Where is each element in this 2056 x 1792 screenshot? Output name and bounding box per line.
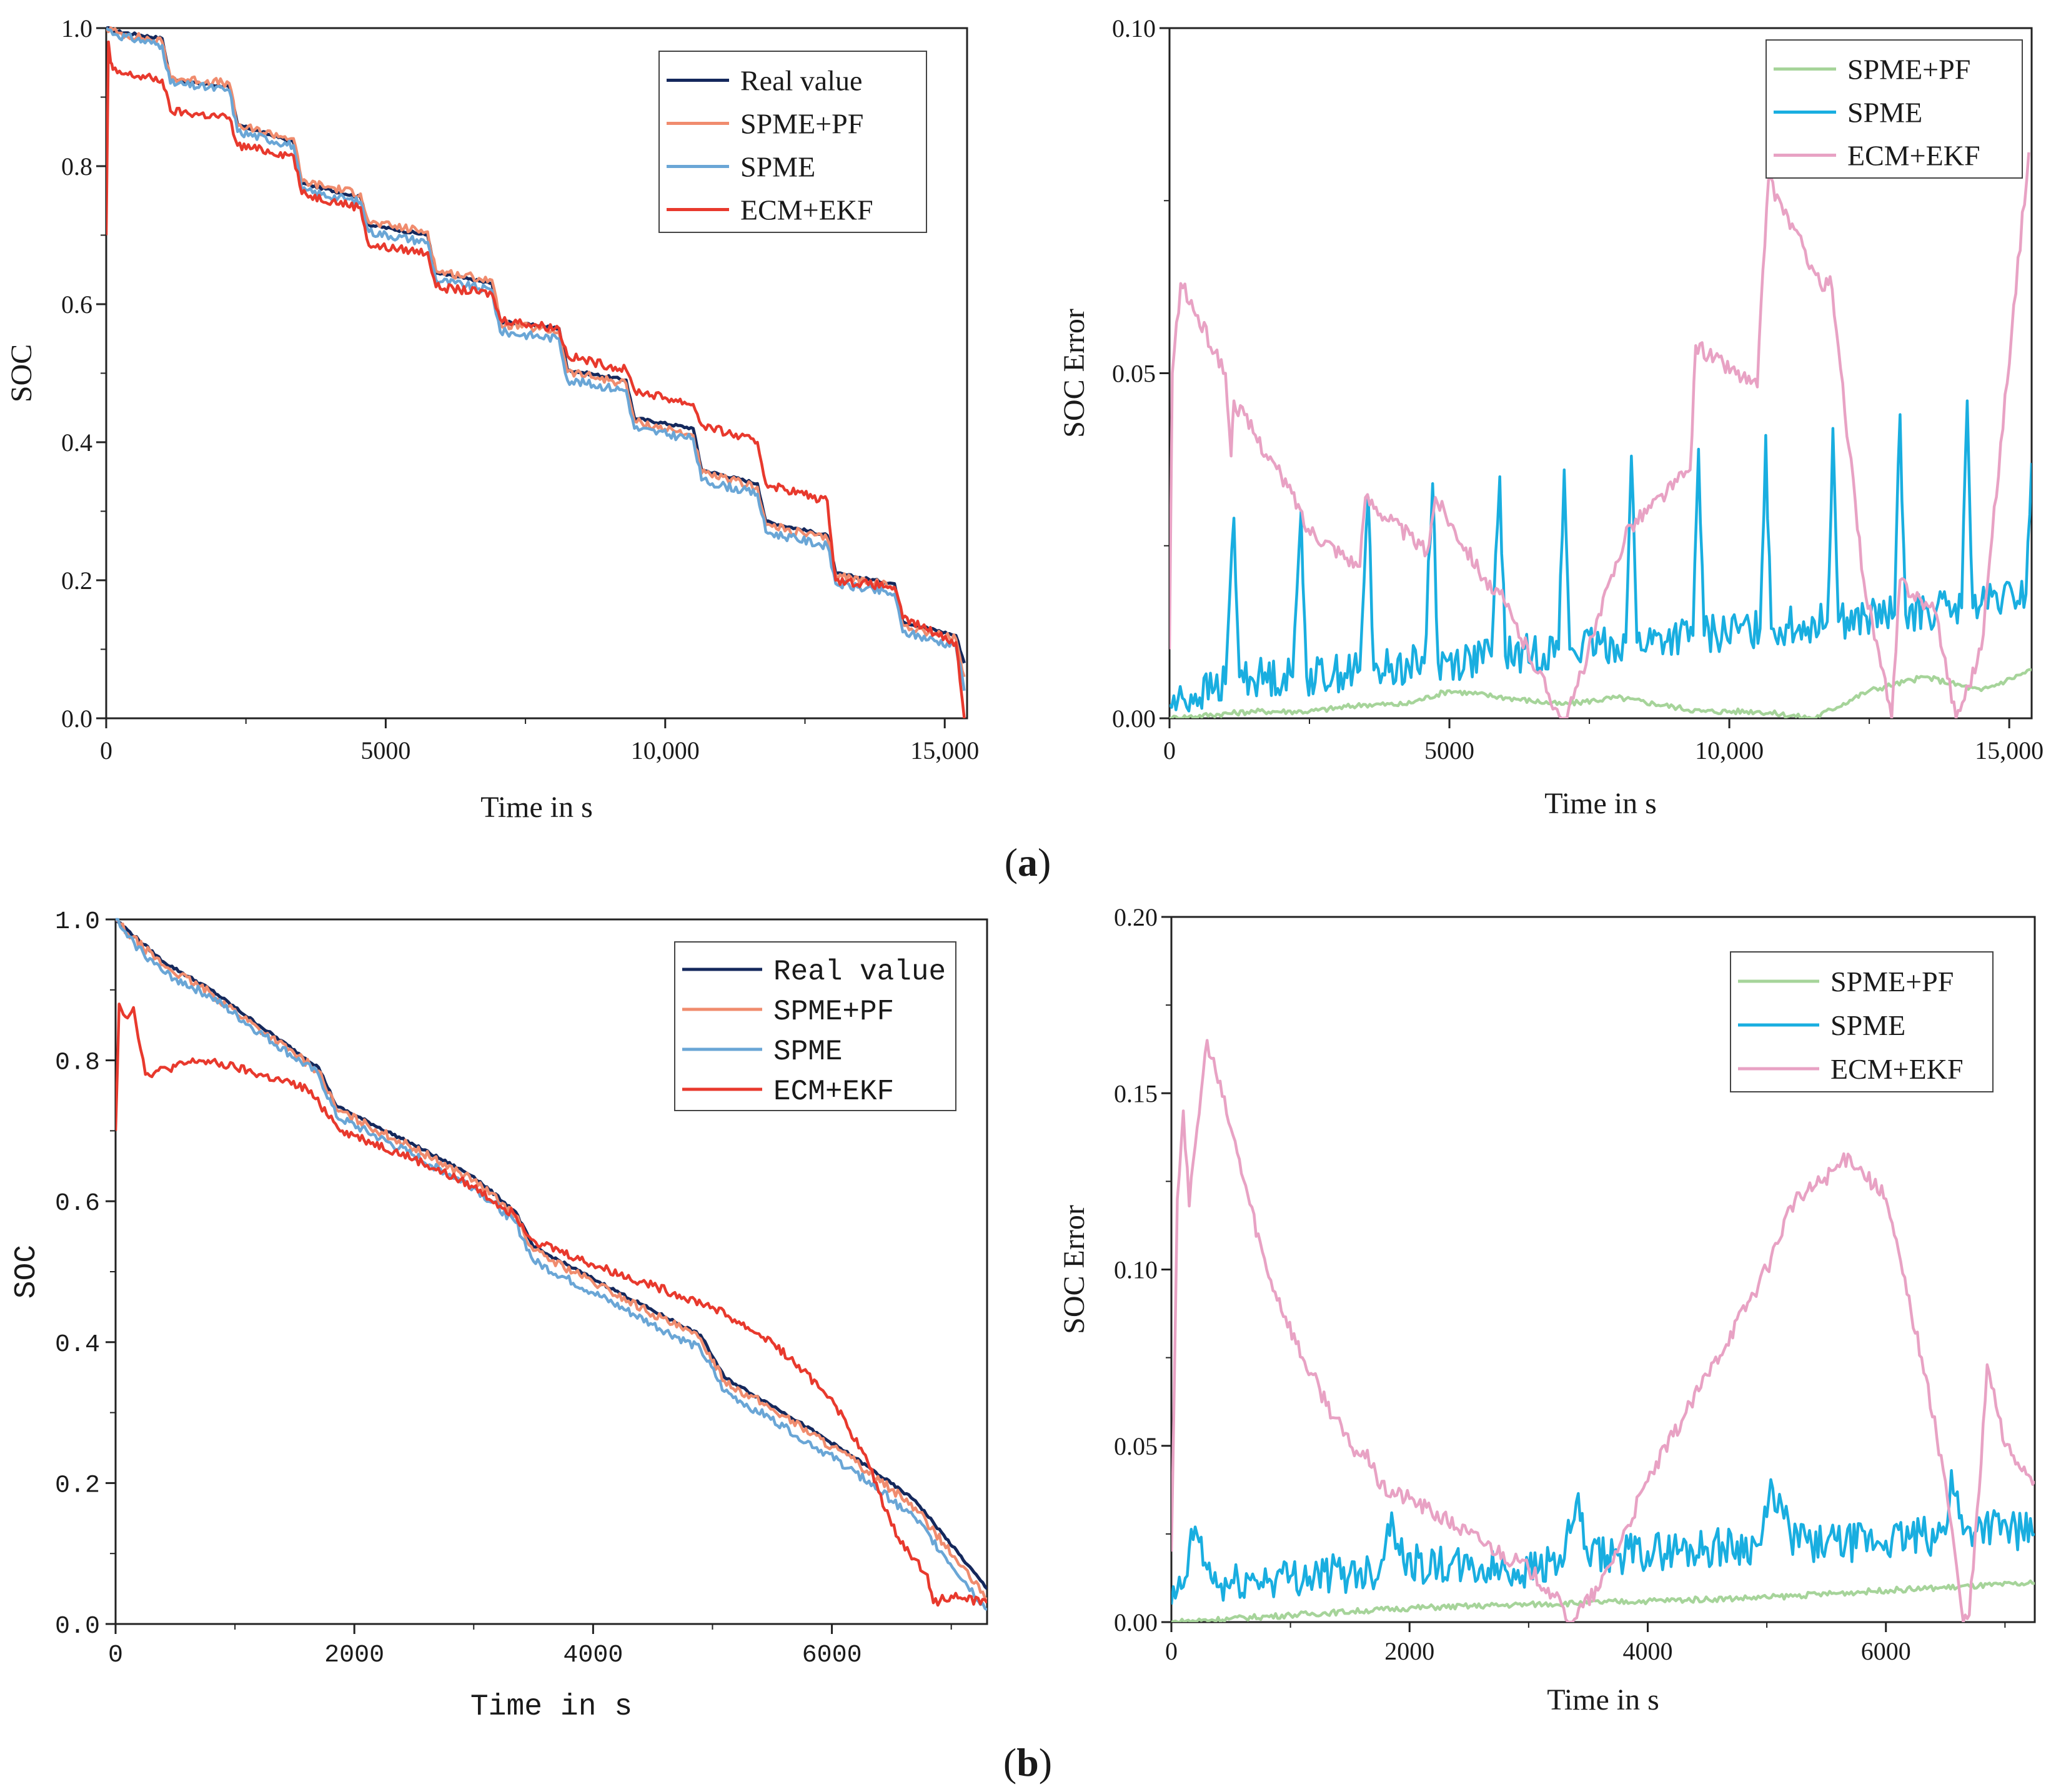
- x-tick-label: 0: [108, 1641, 123, 1670]
- legend-label: ECM+EKF: [773, 1076, 894, 1108]
- chart-a-err: 0 5000 10,000 15,000 0.00 0.05 0.10 Time in s SO…: [1058, 14, 2044, 820]
- y-axis-title: SOC: [10, 1245, 44, 1299]
- x-tick-label: 5000: [1424, 736, 1474, 765]
- panel-label-b-close: ): [1039, 1740, 1052, 1785]
- y-tick-label: 0.0: [61, 705, 92, 733]
- y-tick-label: 0.10: [1112, 14, 1156, 42]
- x-tick-label: 6000: [802, 1641, 862, 1670]
- series-line-spme: [106, 27, 966, 691]
- legend-label: SPME: [740, 151, 815, 183]
- series-line-spme: [116, 918, 987, 1611]
- legend-label: SPME+PF: [1830, 966, 1954, 997]
- x-tick-label: 4000: [563, 1641, 623, 1670]
- x-tick-label: 2000: [324, 1641, 384, 1670]
- y-tick-label: 0.10: [1114, 1256, 1158, 1284]
- panel-label-a: (a): [1005, 840, 1051, 884]
- x-axis-title: Time in s: [470, 1690, 632, 1724]
- y-axis-title: SOC Error: [1058, 1205, 1091, 1334]
- panel-label-a-letter: a: [1018, 840, 1038, 884]
- x-axis-title: Time in s: [480, 791, 593, 824]
- legend-label: ECM+EKF: [1830, 1053, 1964, 1085]
- panel-label-a-close: ): [1038, 840, 1051, 884]
- x-tick-label: 0: [100, 736, 112, 765]
- legend: Real value SPME+PF SPME ECM+EKF: [674, 941, 956, 1111]
- y-tick-label: 0.6: [55, 1190, 100, 1218]
- x-tick-label: 10,000: [1695, 736, 1764, 765]
- y-tick-label: 0.15: [1114, 1079, 1158, 1107]
- series-line-ecm-ekf: [106, 40, 966, 718]
- x-tick-label: 0: [1163, 736, 1176, 765]
- legend-label: SPME+PF: [740, 108, 863, 140]
- x-tick-label: 4000: [1622, 1637, 1672, 1665]
- series-line-spme-pf: [1171, 1579, 2035, 1622]
- legend: Real value SPME+PF SPME ECM+EKF: [658, 51, 927, 233]
- y-tick-label: 0.0: [55, 1613, 100, 1641]
- y-tick-label: 1.0: [55, 908, 100, 936]
- series-group: [1170, 152, 2032, 718]
- y-tick-label: 0.20: [1114, 903, 1158, 931]
- y-tick-label: 0.2: [55, 1472, 100, 1500]
- y-tick-label: 0.05: [1114, 1432, 1158, 1460]
- y-tick-label: 0.00: [1114, 1608, 1158, 1636]
- chart-a-soc: 0 5000 10,000 15,000 0.0 0.2 0.4 0.6 0.8 1.0 Time …: [5, 14, 979, 824]
- x-tick-label: 15,000: [1975, 736, 2044, 765]
- legend-label: SPME: [1847, 97, 1922, 129]
- y-tick-label: 0.6: [61, 290, 92, 319]
- legend-label: ECM+EKF: [1847, 140, 1980, 172]
- series-line-spme: [1170, 399, 2032, 713]
- y-tick-label: 0.4: [55, 1331, 100, 1359]
- y-tick-label: 0.4: [61, 428, 92, 457]
- y-tick-label: 0.8: [61, 152, 92, 181]
- chart-b-err: 0 2000 4000 6000 0.00 0.05 0.10 0.15 0.20 Time in…: [1058, 903, 2036, 1716]
- legend-label: ECM+EKF: [740, 194, 873, 226]
- legend: SPME+PF SPME ECM+EKF: [1730, 951, 1994, 1092]
- x-tick-label: 5000: [360, 736, 410, 765]
- series-group: [106, 26, 966, 718]
- legend-label: SPME: [1830, 1009, 1905, 1041]
- panel-label-a-open: (: [1005, 840, 1018, 884]
- panel-label-b-letter: b: [1016, 1740, 1039, 1785]
- legend: SPME+PF SPME ECM+EKF: [1765, 39, 2023, 179]
- y-tick-label: 1.0: [61, 14, 92, 42]
- panel-label-b: (b): [1003, 1740, 1052, 1785]
- y-tick-label: 0.2: [61, 567, 92, 595]
- x-tick-label: 6000: [1861, 1637, 1911, 1665]
- series-line-ecm-ekf: [1170, 152, 2030, 718]
- legend-label: SPME: [773, 1036, 842, 1068]
- x-tick-label: 2000: [1384, 1637, 1434, 1665]
- series-group: [116, 918, 987, 1611]
- y-axis-title: SOC: [5, 344, 38, 402]
- x-tick-label: 0: [1165, 1637, 1178, 1665]
- legend-label: SPME+PF: [1847, 54, 1970, 86]
- legend-label: SPME+PF: [773, 996, 894, 1028]
- y-tick-label: 0.00: [1112, 705, 1156, 733]
- series-group: [1171, 1039, 2035, 1622]
- series-line-spme-pf: [1170, 668, 2032, 718]
- x-tick-label: 10,000: [631, 736, 700, 765]
- series-line-ecm-ekf: [116, 1002, 987, 1607]
- panel-label-b-open: (: [1003, 1740, 1016, 1785]
- x-axis-title: Time in s: [1547, 1683, 1659, 1716]
- series-line-spme-pf: [106, 26, 966, 678]
- y-tick-label: 0.8: [55, 1049, 100, 1077]
- series-line-spme: [1171, 1469, 2035, 1605]
- y-axis-title: SOC Error: [1058, 309, 1091, 438]
- x-axis-title: Time in s: [1544, 787, 1657, 820]
- series-line-ecm-ekf: [1171, 1039, 2035, 1622]
- chart-b-soc: 0 2000 4000 6000 0.0 0.2 0.4 0.6 0.8 1.0 Time in s…: [10, 908, 988, 1724]
- y-tick-label: 0.05: [1112, 360, 1156, 388]
- legend-label: Real value: [773, 956, 946, 988]
- legend-label: Real value: [740, 65, 862, 97]
- x-tick-label: 15,000: [910, 736, 979, 765]
